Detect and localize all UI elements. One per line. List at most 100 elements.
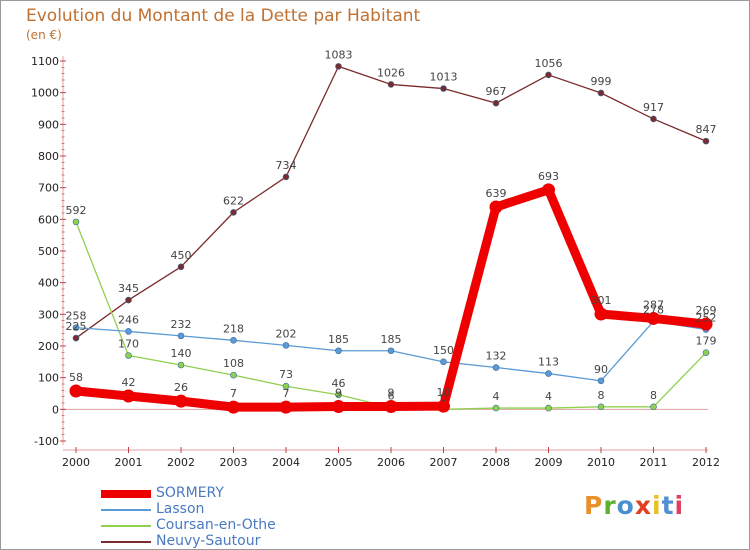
x-tick-label: 2007 [430,456,458,469]
data-point [282,342,290,349]
data-label: 1026 [377,66,405,79]
logo-letter: i [652,491,662,520]
data-label: 108 [223,357,244,370]
data-label: 202 [276,327,297,340]
logo-letter: x [634,491,652,520]
data-point [72,324,80,331]
y-tick-label: 700 [38,182,59,195]
data-label: 9 [388,386,395,399]
legend-swatch [101,541,151,543]
data-point [122,389,135,403]
data-point [437,399,450,413]
data-point [387,347,395,355]
data-label: 179 [696,335,717,348]
data-label: 1056 [535,57,563,70]
data-point [227,400,240,414]
logo-letter: o [616,491,635,520]
legend-label: Lasson [156,501,205,517]
data-label: 8 [650,389,657,402]
data-point [597,403,605,411]
data-label: 592 [66,204,87,217]
data-label: 847 [696,123,717,136]
chart-unit: (en €) [26,28,62,42]
data-point [230,209,237,216]
data-label: 218 [223,322,244,335]
data-point [177,361,185,369]
data-label: 225 [66,320,87,333]
data-label: 287 [643,298,664,311]
data-point [699,317,713,331]
y-tick-label: 200 [38,340,59,353]
data-point [335,391,342,399]
data-point [177,332,185,340]
data-label: 10 [437,386,451,399]
data-label: 252 [696,312,717,325]
data-point [440,358,447,366]
data-label: 269 [696,304,717,317]
data-label: 301 [591,294,612,307]
legend-label: Neuvy-Sautour [156,533,261,549]
data-label: 639 [486,187,507,200]
data-label: 185 [328,333,349,346]
x-tick-label: 2006 [377,456,405,469]
x-tick-label: 2004 [272,456,300,469]
data-point [279,400,293,414]
data-label: 58 [69,371,83,384]
data-point [174,394,188,408]
x-tick-label: 2005 [325,456,353,469]
data-point [650,403,657,411]
data-point [125,328,132,335]
legend-swatch [101,509,151,511]
data-label: 46 [332,377,346,390]
data-label: 113 [538,356,559,369]
data-point [545,71,552,79]
logo-letter: t [661,491,675,520]
data-label: 4 [493,390,500,403]
series-line-sormery [71,185,711,412]
data-point [230,371,237,379]
y-tick-label: 100 [38,372,59,385]
data-point [597,377,605,385]
data-label: 42 [122,376,136,389]
data-label: 140 [171,347,192,360]
x-tick-label: 2001 [115,456,143,469]
data-point [702,137,710,145]
data-point [125,296,132,304]
legend-swatch [101,490,151,498]
data-label: 8 [598,389,605,402]
data-point [545,404,552,412]
x-tick-label: 2003 [220,456,248,469]
x-tick-label: 2010 [587,456,615,469]
data-label: 622 [223,194,244,207]
data-point [335,63,342,70]
data-point [594,307,608,321]
data-label: 450 [171,249,192,262]
x-tick-label: 2002 [167,456,195,469]
data-label: 7 [230,387,237,400]
data-label: 185 [381,333,402,346]
data-point [545,370,552,377]
data-point [230,336,237,344]
data-label: 90 [594,363,608,376]
data-point [72,334,80,342]
data-label: 278 [643,303,664,316]
data-point [489,200,503,214]
chart-title: Evolution du Montant de la Dette par Hab… [26,6,421,26]
data-point [125,352,132,359]
data-label: 1013 [430,71,458,84]
legend-swatch [101,525,151,527]
data-point [72,218,80,226]
data-point [597,89,605,97]
data-point [387,81,395,88]
data-label: 150 [433,344,454,357]
data-label: 7 [283,387,290,400]
data-label: 258 [66,310,87,323]
data-label: 693 [538,170,559,183]
data-label: 6 [388,389,395,402]
logo-letter: r [603,491,617,520]
data-label: 170 [118,338,139,351]
data-label: 132 [486,350,507,363]
y-tick-label: 300 [38,308,59,321]
y-tick-label: -100 [34,435,59,448]
